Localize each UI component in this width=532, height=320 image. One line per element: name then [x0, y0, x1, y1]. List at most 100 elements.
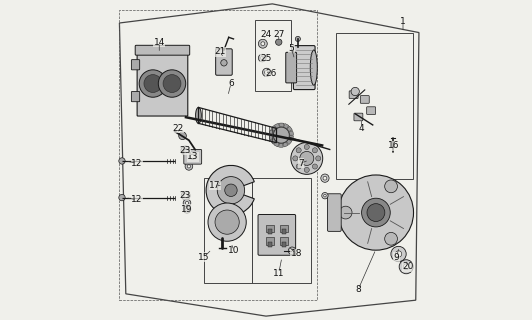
Circle shape	[399, 260, 413, 274]
FancyBboxPatch shape	[349, 91, 358, 99]
Circle shape	[338, 175, 413, 250]
Circle shape	[265, 70, 269, 74]
Wedge shape	[274, 142, 279, 147]
Text: 18: 18	[290, 250, 302, 259]
Wedge shape	[289, 136, 293, 140]
Circle shape	[217, 177, 245, 204]
Circle shape	[322, 193, 328, 199]
Text: 24: 24	[260, 30, 272, 39]
Bar	[266, 225, 273, 232]
Wedge shape	[289, 131, 294, 135]
FancyBboxPatch shape	[131, 92, 140, 102]
Circle shape	[144, 75, 162, 92]
Text: 23: 23	[179, 146, 190, 155]
FancyBboxPatch shape	[135, 45, 190, 55]
Circle shape	[184, 148, 187, 152]
Text: 22: 22	[173, 124, 184, 132]
Text: 11: 11	[273, 268, 285, 278]
Bar	[252, 178, 311, 283]
FancyBboxPatch shape	[294, 46, 315, 90]
Circle shape	[391, 246, 406, 262]
Ellipse shape	[310, 50, 317, 85]
Wedge shape	[206, 165, 254, 215]
Wedge shape	[269, 135, 273, 140]
Text: 5: 5	[289, 44, 294, 53]
Bar	[266, 237, 273, 245]
Circle shape	[163, 75, 181, 92]
Circle shape	[262, 68, 271, 76]
FancyBboxPatch shape	[215, 49, 232, 75]
Wedge shape	[287, 126, 292, 132]
Circle shape	[323, 195, 326, 197]
FancyBboxPatch shape	[286, 52, 296, 83]
Circle shape	[119, 195, 125, 201]
FancyBboxPatch shape	[354, 113, 363, 121]
Circle shape	[183, 199, 191, 207]
Circle shape	[259, 54, 266, 62]
Bar	[336, 33, 412, 179]
FancyBboxPatch shape	[258, 214, 296, 255]
Circle shape	[190, 154, 195, 159]
Circle shape	[321, 174, 329, 182]
Circle shape	[362, 198, 390, 227]
Text: 20: 20	[402, 262, 413, 271]
Circle shape	[185, 208, 188, 211]
Bar	[254, 20, 291, 92]
Bar	[120, 10, 317, 300]
Bar	[282, 229, 286, 234]
Wedge shape	[283, 142, 288, 147]
Wedge shape	[269, 130, 274, 135]
Bar	[282, 242, 286, 247]
Circle shape	[215, 210, 239, 234]
Text: 6: 6	[228, 79, 234, 88]
Circle shape	[304, 167, 309, 172]
Circle shape	[312, 164, 318, 169]
Text: 23: 23	[179, 190, 190, 200]
Circle shape	[395, 251, 402, 257]
Bar	[268, 242, 272, 247]
Text: 4: 4	[359, 124, 364, 132]
Bar	[268, 229, 272, 234]
Circle shape	[339, 206, 352, 219]
Circle shape	[296, 164, 301, 169]
Circle shape	[179, 132, 186, 140]
Circle shape	[208, 203, 246, 241]
Circle shape	[139, 70, 167, 97]
Circle shape	[261, 56, 264, 60]
Text: 8: 8	[355, 284, 361, 293]
Circle shape	[183, 205, 191, 213]
Wedge shape	[286, 139, 292, 145]
FancyBboxPatch shape	[131, 60, 140, 70]
Circle shape	[293, 156, 298, 161]
Text: 10: 10	[228, 246, 240, 255]
Text: 7: 7	[298, 159, 304, 168]
Text: 13: 13	[187, 152, 198, 161]
Circle shape	[295, 36, 301, 42]
Text: 19: 19	[180, 205, 192, 214]
Text: 16: 16	[388, 141, 399, 150]
Circle shape	[403, 264, 409, 270]
Circle shape	[185, 201, 188, 204]
Bar	[280, 225, 288, 232]
Circle shape	[119, 158, 125, 164]
Circle shape	[187, 165, 190, 168]
Circle shape	[312, 148, 318, 153]
Circle shape	[273, 127, 289, 143]
Text: 27: 27	[273, 30, 285, 39]
Circle shape	[304, 144, 309, 149]
Text: 15: 15	[198, 253, 210, 262]
Circle shape	[181, 191, 190, 200]
Circle shape	[221, 60, 227, 66]
Circle shape	[184, 194, 188, 197]
Wedge shape	[275, 123, 279, 128]
Circle shape	[288, 247, 296, 255]
Circle shape	[300, 151, 314, 165]
Text: 21: 21	[214, 47, 226, 56]
Text: 12: 12	[131, 159, 143, 168]
Wedge shape	[279, 143, 283, 147]
Circle shape	[261, 42, 265, 46]
Wedge shape	[284, 124, 289, 129]
Bar	[204, 178, 252, 283]
FancyBboxPatch shape	[184, 149, 202, 164]
Circle shape	[276, 39, 282, 45]
